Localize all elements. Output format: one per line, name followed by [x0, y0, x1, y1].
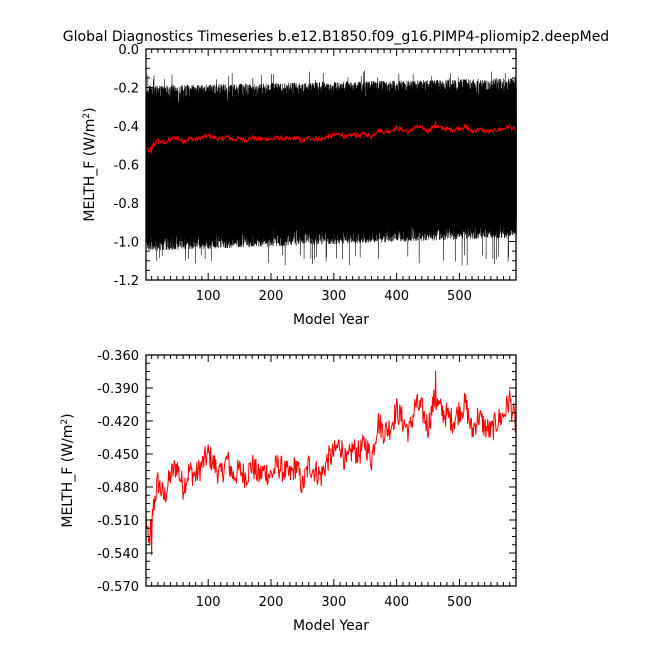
y-tick-label: -0.570 — [97, 580, 139, 595]
x-tick-label: 200 — [259, 289, 284, 304]
y-axis-label: MELTH_F (W/m2) — [60, 413, 76, 527]
x-axis-label: Model Year — [293, 618, 369, 634]
monthly-series-line — [145, 70, 517, 266]
x-tick-label: 400 — [384, 595, 409, 610]
y-tick-label: -0.510 — [97, 514, 139, 529]
annual-mean-series-line — [145, 120, 517, 154]
bottom-panel: 100 200 300 400 500 -0.360 -0.390 -0.420 -0.450 -… — [60, 349, 517, 634]
y-tick-label: -0.8 — [114, 197, 139, 212]
y-tick-label: -0.540 — [97, 547, 139, 562]
x-tick-label: 300 — [321, 289, 346, 304]
x-tick-label: 500 — [447, 595, 472, 610]
y-tick-label: -0.480 — [97, 481, 139, 496]
y-tick-label: -0.4 — [114, 120, 139, 135]
x-tick-label: 100 — [196, 289, 221, 304]
top-panel: 100 200 300 400 500 0.0 -0.2 -0.4 -0.6 -0.8 -1.0 -1… — [82, 43, 517, 328]
y-tick-label: -0.390 — [97, 382, 139, 397]
y-axis-label: MELTH_F (W/m2) — [82, 107, 98, 221]
x-tick-label: 200 — [259, 595, 284, 610]
plot-frame — [145, 354, 517, 587]
figure-title: Global Diagnostics Timeseries b.e12.B185… — [63, 29, 609, 45]
y-tick-label: -1.2 — [114, 274, 139, 289]
x-axis-label: Model Year — [293, 312, 369, 328]
y-tick-label: -0.360 — [97, 349, 139, 364]
annual-mean-series-line — [145, 370, 517, 556]
y-tick-label: -0.6 — [114, 159, 139, 174]
y-tick-label: 0.0 — [118, 43, 139, 58]
x-tick-label: 300 — [321, 595, 346, 610]
x-tick-label: 400 — [384, 289, 409, 304]
y-tick-label: -0.2 — [114, 82, 139, 97]
y-tick-label: -0.450 — [97, 448, 139, 463]
y-tick-label: -1.0 — [114, 236, 139, 251]
x-tick-label: 500 — [447, 289, 472, 304]
y-tick-label: -0.420 — [97, 415, 139, 430]
x-tick-label: 100 — [196, 595, 221, 610]
